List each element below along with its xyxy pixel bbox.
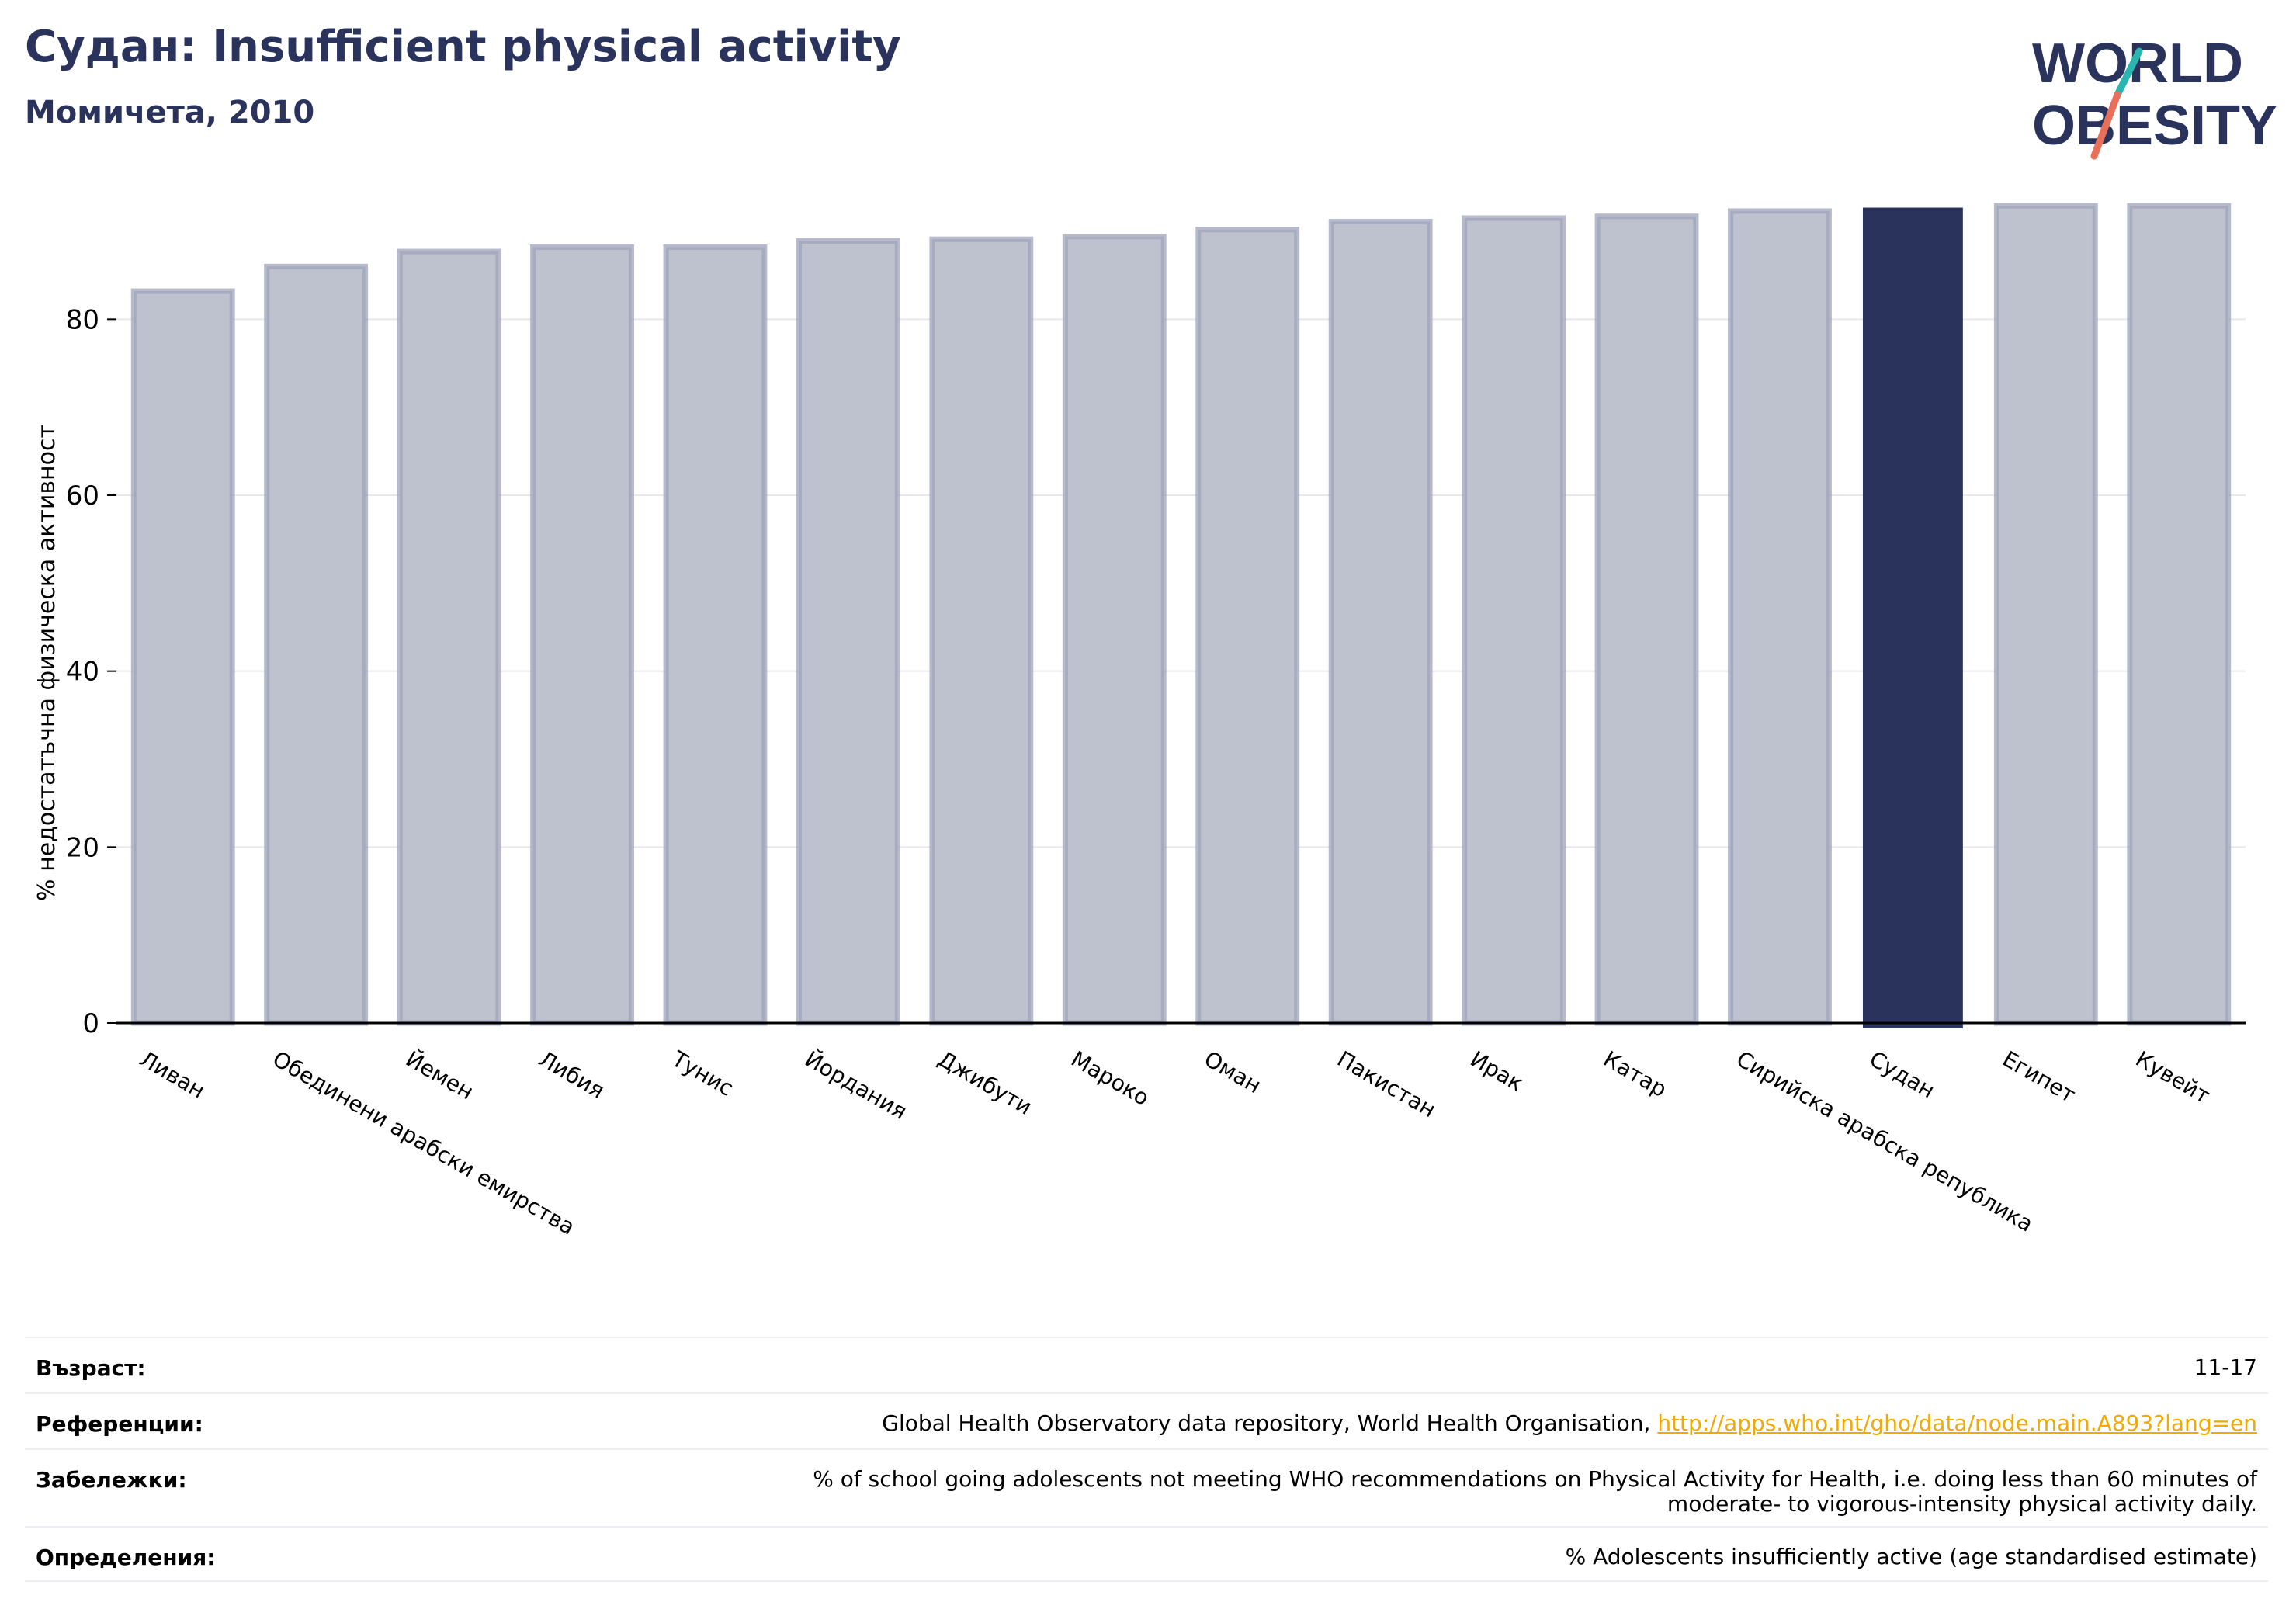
logo-line2: OBESITY [2032, 95, 2277, 157]
notes-value: % of school going adolescents not meetin… [813, 1450, 2257, 1517]
x-tick-label: Пакистан [1333, 1046, 1440, 1122]
x-tick-label: Тунис [667, 1046, 737, 1101]
x-tick-label: Кувейт [2131, 1046, 2214, 1108]
x-tick-label: Катар [1599, 1046, 1671, 1102]
info-row-notes: Забележки: % of school going adolescents… [25, 1448, 2268, 1526]
x-tick-label: Египет [1998, 1046, 2079, 1108]
bar [530, 244, 634, 1026]
x-tick-label: Ирак [1466, 1046, 1528, 1096]
logo-slash-coral [2090, 91, 2121, 160]
references-text: Global Health Observatory data repositor… [882, 1410, 1658, 1436]
bar-highlight [1862, 207, 1963, 1028]
world-obesity-logo: WORLD OBESITY [2032, 33, 2277, 160]
age-value: 11-17 [2194, 1354, 2257, 1380]
bar [2127, 203, 2232, 1026]
bar [397, 248, 501, 1026]
axes [107, 318, 2246, 1025]
bar [1594, 213, 1699, 1026]
info-row-references: Референции: Global Health Observatory da… [25, 1392, 2268, 1448]
logo-slash-teal [2114, 47, 2143, 99]
x-tick-label: Джибути [934, 1046, 1036, 1119]
bar [663, 244, 768, 1026]
references-label: Референции: [36, 1411, 203, 1437]
y-axis-label: % недостатъчна физическа активност [33, 425, 61, 901]
info-table: Възраст: 11-17 Референции: Global Health… [25, 1337, 2268, 1582]
x-tick-label: Мароко [1066, 1046, 1153, 1111]
bar [1062, 234, 1167, 1026]
logo-line1: WORLD [2032, 33, 2243, 95]
y-tick-label: 40 [66, 657, 99, 688]
x-tick-label: Йордания [800, 1046, 911, 1125]
bar [1993, 203, 2098, 1026]
bar [1728, 208, 1832, 1026]
page-title: Судан: Insufficient physical activity [25, 22, 901, 72]
references-link[interactable]: http://apps.who.int/gho/data/node.main.A… [1657, 1410, 2257, 1436]
definitions-value: % Adolescents insufficiently active (age… [1565, 1544, 2257, 1569]
bar [796, 238, 900, 1026]
bar [130, 288, 235, 1026]
bar [1328, 219, 1433, 1026]
y-tick-label: 20 [66, 832, 99, 863]
bar [1462, 215, 1566, 1026]
x-tick-label: Йемен [401, 1046, 478, 1105]
y-tick-label: 80 [66, 304, 99, 335]
page-subtitle: Момичета, 2010 [25, 95, 315, 130]
notes-line2: moderate- to vigorous-intensity physical… [1667, 1491, 2257, 1517]
notes-label: Забележки: [36, 1467, 187, 1493]
age-label: Възраст: [36, 1355, 146, 1381]
bar [1195, 227, 1300, 1026]
notes-line1: % of school going adolescents not meetin… [813, 1466, 2257, 1492]
x-tick-label: Либия [535, 1046, 609, 1103]
info-row-age: Възраст: 11-17 [25, 1337, 2268, 1392]
definitions-label: Определения: [36, 1545, 216, 1570]
y-tick-label: 60 [66, 480, 99, 512]
bar [929, 236, 1034, 1026]
y-tick-label: 0 [82, 1008, 99, 1039]
info-row-definitions: Определения: % Adolescents insufficientl… [25, 1526, 2268, 1582]
x-tick-label: Оман [1200, 1046, 1266, 1098]
bar [264, 263, 369, 1026]
bars [130, 203, 2232, 1028]
x-tick-label: Ливан [135, 1046, 209, 1103]
references-value: Global Health Observatory data repositor… [882, 1394, 2257, 1436]
x-tick-label: Судан [1865, 1046, 1939, 1103]
